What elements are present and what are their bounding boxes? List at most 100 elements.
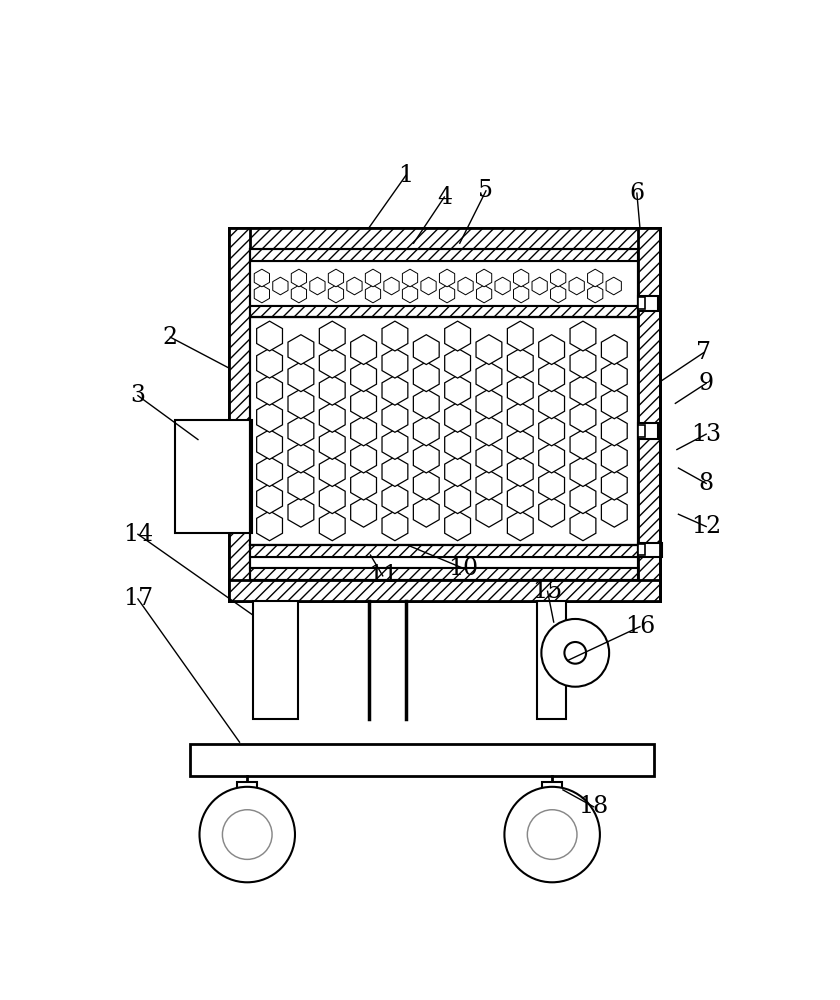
Polygon shape [319, 348, 345, 378]
Polygon shape [291, 269, 307, 287]
Text: 4: 4 [437, 186, 452, 209]
Polygon shape [570, 430, 596, 459]
Polygon shape [538, 389, 564, 419]
Polygon shape [413, 416, 439, 446]
Polygon shape [402, 269, 417, 287]
Polygon shape [413, 335, 439, 365]
Polygon shape [444, 457, 470, 486]
Polygon shape [439, 285, 454, 303]
Polygon shape [319, 321, 345, 351]
Polygon shape [507, 511, 533, 541]
Polygon shape [458, 277, 473, 295]
Polygon shape [587, 269, 603, 287]
Bar [228, 228, 660, 249]
Polygon shape [257, 457, 282, 486]
Bar [237, 782, 257, 793]
Polygon shape [382, 321, 408, 351]
Polygon shape [538, 362, 564, 392]
Polygon shape [444, 348, 470, 378]
Polygon shape [507, 430, 533, 459]
Polygon shape [257, 375, 282, 405]
Polygon shape [606, 277, 622, 295]
Polygon shape [570, 511, 596, 541]
Polygon shape [288, 443, 314, 473]
Polygon shape [570, 321, 596, 351]
Bar [537, 601, 566, 719]
Polygon shape [288, 335, 314, 365]
Polygon shape [288, 362, 314, 392]
Polygon shape [570, 484, 596, 514]
Text: 17: 17 [123, 587, 153, 610]
Circle shape [200, 787, 295, 882]
Polygon shape [384, 277, 399, 295]
Polygon shape [328, 269, 344, 287]
Polygon shape [382, 402, 408, 432]
Polygon shape [273, 277, 288, 295]
Polygon shape [350, 497, 376, 527]
Polygon shape [476, 285, 491, 303]
Polygon shape [444, 430, 470, 459]
Polygon shape [570, 348, 596, 378]
Circle shape [504, 787, 600, 882]
Polygon shape [601, 470, 627, 500]
Polygon shape [257, 402, 282, 432]
Polygon shape [382, 511, 408, 541]
Polygon shape [413, 362, 439, 392]
Bar [638, 297, 644, 309]
Polygon shape [476, 416, 501, 446]
Polygon shape [538, 443, 564, 473]
Polygon shape [288, 497, 314, 527]
Polygon shape [601, 497, 627, 527]
Polygon shape [382, 348, 408, 378]
Text: 9: 9 [699, 372, 714, 395]
Polygon shape [439, 269, 454, 287]
Polygon shape [347, 277, 362, 295]
Text: 10: 10 [448, 557, 478, 580]
Text: 6: 6 [629, 182, 644, 205]
Bar [228, 228, 660, 601]
Bar [250, 249, 638, 261]
Bar [175, 420, 252, 533]
Polygon shape [350, 416, 376, 446]
Polygon shape [507, 348, 533, 378]
Polygon shape [507, 375, 533, 405]
Polygon shape [350, 443, 376, 473]
Polygon shape [587, 285, 603, 303]
Polygon shape [310, 277, 325, 295]
Polygon shape [532, 277, 548, 295]
Polygon shape [476, 335, 501, 365]
Bar [638, 228, 660, 601]
Text: 2: 2 [163, 326, 178, 349]
Bar [250, 557, 638, 568]
Bar [228, 228, 250, 601]
Polygon shape [601, 362, 627, 392]
Polygon shape [444, 321, 470, 351]
Polygon shape [476, 470, 501, 500]
Polygon shape [257, 321, 282, 351]
Polygon shape [507, 321, 533, 351]
Bar [254, 601, 298, 719]
Polygon shape [288, 470, 314, 500]
Polygon shape [444, 511, 470, 541]
Circle shape [564, 642, 586, 664]
Polygon shape [444, 484, 470, 514]
Bar [638, 423, 659, 439]
Polygon shape [319, 457, 345, 486]
Polygon shape [476, 497, 501, 527]
Polygon shape [288, 389, 314, 419]
Polygon shape [350, 362, 376, 392]
Circle shape [542, 619, 609, 687]
Text: 16: 16 [625, 615, 655, 638]
Polygon shape [319, 484, 345, 514]
Polygon shape [257, 348, 282, 378]
Polygon shape [291, 285, 307, 303]
Polygon shape [350, 389, 376, 419]
Polygon shape [507, 402, 533, 432]
Polygon shape [476, 362, 501, 392]
Polygon shape [319, 511, 345, 541]
Polygon shape [257, 511, 282, 541]
Text: 1: 1 [398, 164, 413, 187]
Bar [250, 306, 638, 317]
Polygon shape [350, 470, 376, 500]
Polygon shape [507, 484, 533, 514]
